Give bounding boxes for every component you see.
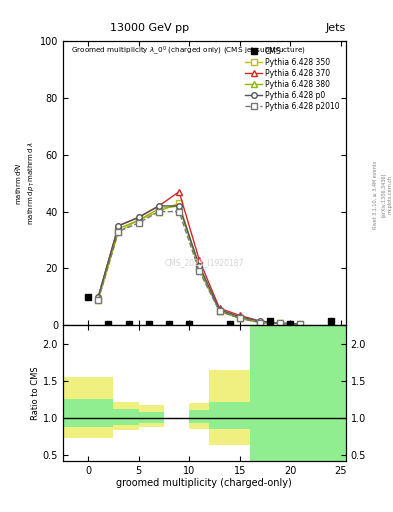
Pythia 6.428 350 xyxy=(96,296,101,303)
Pythia 6.428 380 xyxy=(298,321,303,327)
Pythia 6.428 p2010 xyxy=(298,321,303,327)
Text: CMS_2021_I1920187: CMS_2021_I1920187 xyxy=(165,258,244,267)
CMS xyxy=(268,318,272,324)
Line: Pythia 6.428 380: Pythia 6.428 380 xyxy=(95,203,303,327)
Text: Groomed multiplicity $\lambda\_0^0$ (charged only) (CMS jet substructure): Groomed multiplicity $\lambda\_0^0$ (cha… xyxy=(72,44,307,57)
CMS xyxy=(86,294,90,300)
Pythia 6.428 p2010 xyxy=(197,268,202,274)
Pythia 6.428 p0 xyxy=(197,263,202,269)
Pythia 6.428 380 xyxy=(116,226,121,232)
Pythia 6.428 p2010 xyxy=(257,319,262,326)
Pythia 6.428 p0 xyxy=(278,321,283,327)
Pythia 6.428 350 xyxy=(278,321,283,327)
Pythia 6.428 380 xyxy=(136,217,141,223)
Pythia 6.428 370 xyxy=(217,305,222,311)
Text: Rivet 3.1.10, ≥ 3.4M events: Rivet 3.1.10, ≥ 3.4M events xyxy=(373,160,378,229)
Pythia 6.428 380 xyxy=(96,294,101,300)
Line: Pythia 6.428 370: Pythia 6.428 370 xyxy=(95,189,303,327)
CMS xyxy=(167,321,171,327)
Line: Pythia 6.428 p0: Pythia 6.428 p0 xyxy=(95,203,303,327)
Pythia 6.428 350 xyxy=(197,265,202,271)
Pythia 6.428 p2010 xyxy=(116,228,121,234)
Pythia 6.428 350 xyxy=(257,319,262,326)
Pythia 6.428 p0 xyxy=(177,203,182,209)
Pythia 6.428 370 xyxy=(116,223,121,229)
Pythia 6.428 380 xyxy=(156,206,161,212)
Line: Pythia 6.428 350: Pythia 6.428 350 xyxy=(95,200,303,327)
Pythia 6.428 370 xyxy=(96,294,101,300)
Pythia 6.428 380 xyxy=(217,308,222,314)
Pythia 6.428 350 xyxy=(237,315,242,322)
Pythia 6.428 370 xyxy=(298,321,303,327)
Pythia 6.428 350 xyxy=(217,308,222,314)
Y-axis label: $\mathrm{mathrm\,d}^2\!N$
$\mathrm{mathrm\,d}\,p_T\,\mathrm{mathrm\,d}\,\lambda$: $\mathrm{mathrm\,d}^2\!N$ $\mathrm{mathr… xyxy=(14,141,37,225)
Pythia 6.428 370 xyxy=(177,188,182,195)
Pythia 6.428 p0 xyxy=(136,214,141,220)
CMS xyxy=(147,321,151,327)
Legend: CMS, Pythia 6.428 350, Pythia 6.428 370, Pythia 6.428 380, Pythia 6.428 p0, Pyth: CMS, Pythia 6.428 350, Pythia 6.428 370,… xyxy=(243,45,342,113)
Pythia 6.428 p2010 xyxy=(217,308,222,314)
Text: mcplots.cern.ch: mcplots.cern.ch xyxy=(388,175,393,214)
Pythia 6.428 p2010 xyxy=(156,208,161,215)
Pythia 6.428 p2010 xyxy=(177,208,182,215)
Text: Jets: Jets xyxy=(325,23,346,33)
Text: [arXiv:1306.3436]: [arXiv:1306.3436] xyxy=(381,173,386,217)
Line: Pythia 6.428 p2010: Pythia 6.428 p2010 xyxy=(95,209,303,327)
Line: CMS: CMS xyxy=(85,294,334,327)
Pythia 6.428 350 xyxy=(156,208,161,215)
CMS xyxy=(328,318,333,324)
CMS xyxy=(187,321,191,327)
Pythia 6.428 370 xyxy=(237,312,242,318)
Pythia 6.428 380 xyxy=(257,319,262,326)
Pythia 6.428 370 xyxy=(257,318,262,324)
Pythia 6.428 p0 xyxy=(217,307,222,313)
Pythia 6.428 370 xyxy=(136,214,141,220)
Pythia 6.428 350 xyxy=(136,217,141,223)
Pythia 6.428 380 xyxy=(237,315,242,322)
Text: 13000 GeV pp: 13000 GeV pp xyxy=(110,23,189,33)
Pythia 6.428 p0 xyxy=(156,203,161,209)
Pythia 6.428 p2010 xyxy=(96,296,101,303)
Pythia 6.428 380 xyxy=(197,265,202,271)
Pythia 6.428 p0 xyxy=(96,294,101,300)
Pythia 6.428 370 xyxy=(197,257,202,263)
Pythia 6.428 380 xyxy=(278,321,283,327)
Pythia 6.428 380 xyxy=(177,203,182,209)
Pythia 6.428 p0 xyxy=(257,318,262,324)
Pythia 6.428 350 xyxy=(116,228,121,234)
Pythia 6.428 370 xyxy=(278,321,283,327)
CMS xyxy=(106,321,111,327)
Pythia 6.428 350 xyxy=(298,321,303,327)
Pythia 6.428 p2010 xyxy=(278,321,283,327)
CMS xyxy=(126,321,131,327)
CMS xyxy=(288,321,293,327)
Pythia 6.428 p0 xyxy=(237,314,242,320)
Pythia 6.428 p2010 xyxy=(136,220,141,226)
Pythia 6.428 p0 xyxy=(116,223,121,229)
Pythia 6.428 p2010 xyxy=(237,315,242,322)
X-axis label: groomed multiplicity (charged-only): groomed multiplicity (charged-only) xyxy=(116,478,292,488)
Pythia 6.428 p0 xyxy=(298,321,303,327)
Pythia 6.428 370 xyxy=(156,203,161,209)
Pythia 6.428 350 xyxy=(177,200,182,206)
CMS xyxy=(227,321,232,327)
Y-axis label: Ratio to CMS: Ratio to CMS xyxy=(31,366,40,420)
